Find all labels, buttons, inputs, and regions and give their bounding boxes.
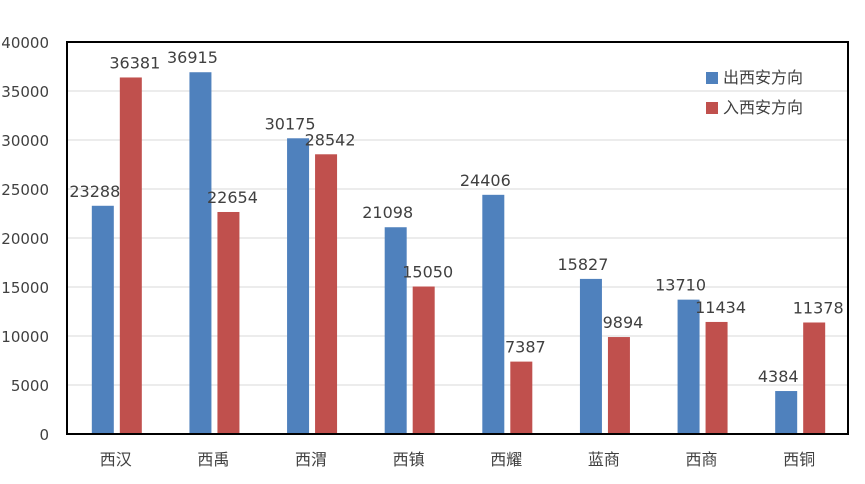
legend-label: 入西安方向 [723, 98, 803, 117]
bar-outbound-7 [775, 391, 798, 434]
axes: 0 5000 10000 15000 20000 25000 30000 35000 40000… [1, 34, 849, 469]
data-label: 36381 [109, 53, 160, 72]
data-label: 4384 [758, 367, 799, 386]
data-label: 9894 [603, 313, 644, 332]
bar-outbound-1 [189, 72, 212, 434]
bar-outbound-2 [287, 138, 310, 434]
legend-swatch [706, 72, 718, 84]
bar-inbound-0 [119, 77, 142, 435]
y-tick-label: 0 [39, 426, 49, 444]
y-tick-label: 15000 [1, 279, 49, 297]
data-label: 30175 [265, 114, 316, 133]
bar-inbound-7 [803, 322, 826, 434]
data-label: 22654 [207, 188, 258, 207]
x-tick-label: 西镇 [393, 450, 425, 469]
data-label: 11378 [793, 298, 844, 317]
x-tick-label: 西耀 [490, 450, 522, 469]
bar-outbound-6 [677, 299, 700, 434]
data-label: 11434 [695, 298, 746, 317]
data-label: 7387 [505, 338, 546, 357]
bar-inbound-5 [607, 337, 630, 434]
y-tick-label: 25000 [1, 181, 49, 199]
bar-outbound-5 [579, 278, 602, 434]
bar-outbound-3 [384, 227, 407, 434]
y-tick-label: 5000 [11, 377, 49, 395]
legend-swatch [706, 102, 718, 114]
y-tick-label: 20000 [1, 230, 49, 248]
y-tick-label: 35000 [1, 83, 49, 101]
x-tick-label: 西渭 [295, 450, 327, 469]
y-tick-label: 10000 [1, 328, 49, 346]
x-tick-label: 西禹 [197, 450, 229, 469]
x-tick-label: 西铜 [783, 450, 815, 469]
x-tick-label: 西商 [686, 450, 718, 469]
data-label: 28542 [305, 130, 356, 149]
plot-frame [66, 41, 849, 435]
y-tick-label: 40000 [1, 34, 49, 52]
x-tick-label: 蓝商 [588, 450, 620, 469]
data-label: 13710 [655, 276, 706, 295]
bar-inbound-3 [412, 286, 435, 434]
gridlines [67, 90, 848, 386]
y-tick-label: 30000 [1, 132, 49, 150]
bars [91, 72, 826, 435]
data-label: 21098 [362, 203, 413, 222]
data-label: 24406 [460, 171, 511, 190]
bar-outbound-4 [482, 194, 505, 434]
legend-label: 出西安方向 [723, 68, 803, 87]
data-label: 15050 [402, 263, 453, 282]
data-label: 15827 [557, 255, 608, 274]
bar-inbound-6 [705, 321, 728, 434]
bar-outbound-0 [91, 205, 114, 434]
x-tick-label: 西汉 [100, 450, 132, 469]
data-label: 23288 [69, 182, 120, 201]
bar-inbound-1 [217, 211, 240, 434]
bar-inbound-4 [510, 361, 533, 434]
data-label: 36915 [167, 48, 218, 67]
bar-inbound-2 [315, 154, 338, 435]
